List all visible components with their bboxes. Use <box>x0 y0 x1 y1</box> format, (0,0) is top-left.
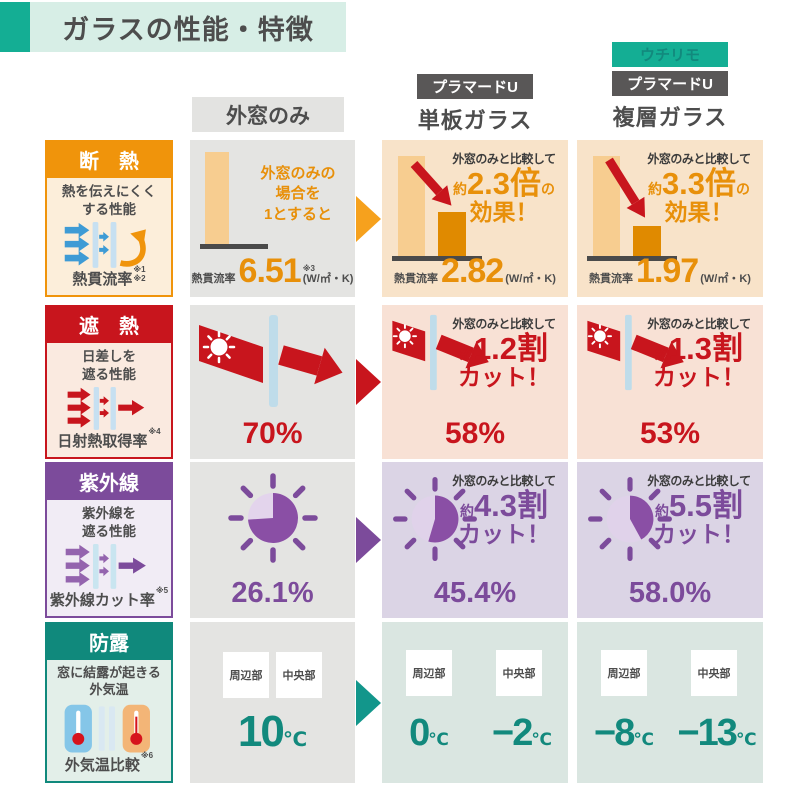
comparison-callout: 外窓のみと比較して 約1.3割 カット！ <box>647 317 751 391</box>
glass-type-label: 複層ガラス <box>612 105 728 130</box>
solar-gain-value: 58% <box>444 417 506 450</box>
edge-temp-value: −8℃ <box>594 712 654 754</box>
right-arrow-icon <box>356 517 381 563</box>
footnote-mark: ※3 <box>302 264 315 273</box>
center-temp-value: −2℃ <box>492 712 552 754</box>
column-header-window-only: 外窓のみ <box>192 97 344 132</box>
solar-gain-value: 70% <box>242 417 303 450</box>
edge-label-box: 周辺部 <box>601 650 647 696</box>
bar-axis <box>200 244 268 249</box>
insulation-single-glass-cell: 外窓のみと比較して 約2.3倍の 効果！ 熱貫流率2.82 (W/㎡・K) <box>382 140 568 297</box>
comparison-callout: 外窓のみと比較して 約4.3割 カット！ <box>452 474 556 548</box>
bar-comparison-icon <box>392 156 482 261</box>
outdoor-temp-value: 10℃ <box>237 707 308 756</box>
heat-insulation-icon <box>64 222 146 268</box>
uv-row-title: 紫外線 <box>47 464 171 500</box>
center-temp-value: −13℃ <box>677 712 757 754</box>
uv-single-glass-cell: 外窓のみと比較して 約4.3割 カット！ 45.4% <box>382 462 568 618</box>
sun-arrow-icon <box>199 315 343 407</box>
footnote-marks: ※1 ※2 <box>133 265 146 284</box>
condensation-description: 窓に結露が起きる 外気温 <box>57 665 161 697</box>
shading-single-glass-cell: 外窓のみと比較して 約1.2割 カット！ 58% <box>382 305 568 459</box>
condensation-row-title: 防露 <box>47 624 171 660</box>
uv-double-glass-cell: 外窓のみと比較して 約5.5割 カット！ 58.0% <box>577 462 763 618</box>
shading-metric-label: 日射熱取得率※4 <box>57 427 161 450</box>
center-label-box: 中央部 <box>496 650 542 696</box>
center-label-box: 中央部 <box>691 650 737 696</box>
uv-sun-pie-icon <box>588 477 672 561</box>
uv-sun-pie-icon <box>393 477 477 561</box>
insulation-metric-label: 熱貫流率※1 ※2 <box>72 265 146 288</box>
uv-row: 紫外線 紫外線を 遮る性能 紫外線カット率※5 <box>0 462 800 618</box>
uv-window-only-cell: 26.1% <box>190 462 355 618</box>
insulation-label-cell: 断 熱 熱を伝えにくく する性能 熱貫流率※1 ※2 <box>45 140 173 297</box>
solar-gain-value: 53% <box>639 417 701 450</box>
page-title: ガラスの性能・特徴 <box>62 14 314 45</box>
u-value-line: 熱貫流率2.82 (W/㎡・K) <box>394 252 556 290</box>
footnote-mark: ※4 <box>148 427 161 436</box>
shading-row: 遮 熱 日差しを 遮る性能 日射熱取得率※4 <box>0 305 800 459</box>
product-badge: プラマードU <box>612 71 728 96</box>
insulation-window-only-cell: 外窓のみの 場合を 1とすると 熱貫流率6.51 ※3 (W/㎡・K) <box>190 140 355 297</box>
condensation-metric-label: 外気温比較※6 <box>64 751 154 774</box>
baseline-bar <box>205 152 229 244</box>
shading-label-cell: 遮 熱 日差しを 遮る性能 日射熱取得率※4 <box>45 305 173 459</box>
comparison-callout: 外窓のみと比較して 約2.3倍の 効果！ <box>452 152 556 226</box>
title-bar: ガラスの性能・特徴 <box>30 2 346 52</box>
u-value-line: 熱貫流率6.51 ※3 (W/㎡・K) <box>191 252 354 290</box>
uv-label-cell: 紫外線 紫外線を 遮る性能 紫外線カット率※5 <box>45 462 173 618</box>
edge-label-box: 周辺部 <box>223 652 269 698</box>
edge-temp-value: 0℃ <box>409 712 449 754</box>
insulation-description: 熱を伝えにくく する性能 <box>61 184 157 217</box>
brand-badge: ウチリモ <box>612 42 728 67</box>
uv-sun-pie-icon <box>227 473 318 563</box>
comparison-callout: 外窓のみと比較して 約1.2割 カット！ <box>452 317 556 391</box>
right-arrow-icon <box>356 195 381 242</box>
footnote-mark: ※6 <box>140 751 154 760</box>
thermometer-comparison-icon <box>64 704 150 753</box>
center-label-box: 中央部 <box>276 652 322 698</box>
right-arrow-icon <box>356 359 381 405</box>
right-arrow-icon <box>356 679 381 726</box>
title-accent-square <box>0 2 30 52</box>
uv-cut-value: 58.0% <box>628 577 712 609</box>
condensation-single-glass-cell: 周辺部 中央部 0℃ −2℃ <box>382 622 568 783</box>
glass-type-label: 単板ガラス <box>417 108 533 133</box>
u-value-line: 熱貫流率1.97 (W/㎡・K) <box>589 252 751 290</box>
shading-description: 日差しを 遮る性能 <box>82 349 136 382</box>
shading-double-glass-cell: 外窓のみと比較して 約1.3割 カット！ 53% <box>577 305 763 459</box>
shading-window-only-cell: 70% <box>190 305 355 459</box>
uv-metric-label: 紫外線カット率※5 <box>49 586 169 609</box>
bar-comparison-icon <box>587 156 677 261</box>
column-header-single-glass: プラマードU 単板ガラス <box>382 74 568 135</box>
column-header-double-glass: ウチリモ プラマードU 複層ガラス <box>577 42 763 132</box>
condensation-label-cell: 防露 窓に結露が起きる 外気温 外気温比較※6 <box>45 622 173 783</box>
uv-cut-value: 26.1% <box>231 577 314 609</box>
product-badge: プラマードU <box>417 74 533 99</box>
condensation-row: 防露 窓に結露が起きる 外気温 外気温比較※6 周辺部 中央部 10℃ <box>0 622 800 783</box>
comparison-callout: 外窓のみと比較して 約3.3倍の 効果！ <box>647 152 751 226</box>
edge-label-box: 周辺部 <box>406 650 452 696</box>
uv-blocking-icon <box>65 544 146 589</box>
heat-shading-icon <box>67 387 145 430</box>
insulation-double-glass-cell: 外窓のみと比較して 約3.3倍の 効果！ 熱貫流率1.97 (W/㎡・K) <box>577 140 763 297</box>
insulation-row-title: 断 熱 <box>47 142 171 178</box>
sun-arrow-icon <box>587 314 684 391</box>
condensation-window-only-cell: 周辺部 中央部 10℃ <box>190 622 355 783</box>
sun-arrow-icon <box>392 314 489 391</box>
uv-cut-value: 45.4% <box>433 577 517 609</box>
shading-row-title: 遮 熱 <box>47 307 171 343</box>
comparison-callout: 外窓のみと比較して 約5.5割 カット！ <box>647 474 751 548</box>
footnote-mark: ※5 <box>155 586 169 595</box>
insulation-row: 断 熱 熱を伝えにくく する性能 熱貫流率※1 ※2 <box>0 140 800 297</box>
baseline-note: 外窓のみの 場合を 1とすると <box>260 165 336 223</box>
uv-description: 紫外線を 遮る性能 <box>82 506 136 539</box>
condensation-double-glass-cell: 周辺部 中央部 −8℃ −13℃ <box>577 622 763 783</box>
window-only-label: 外窓のみ <box>226 104 310 128</box>
